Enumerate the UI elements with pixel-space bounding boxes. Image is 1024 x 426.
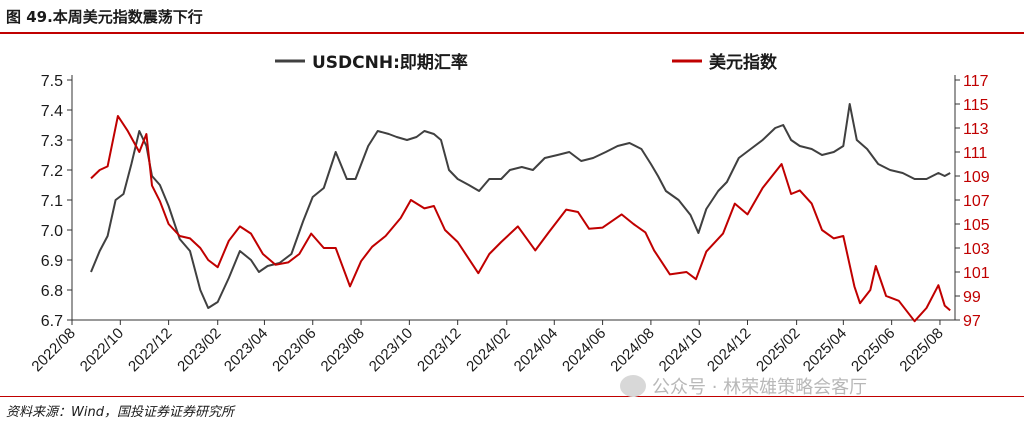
right-tick-label: 109 <box>963 169 990 186</box>
right-tick-label: 97 <box>963 313 981 330</box>
x-tick-label: 2024/10 <box>656 325 706 375</box>
left-tick-label: 6.9 <box>41 253 63 270</box>
left-tick-label: 7.3 <box>41 133 63 150</box>
right-tick-label: 105 <box>963 217 990 234</box>
wechat-icon <box>620 375 646 397</box>
watermark-text: 公众号 · 林荣雄策略会客厅 <box>652 377 868 398</box>
x-tick-label: 2022/08 <box>28 325 78 375</box>
x-tick-label: 2025/04 <box>800 325 850 375</box>
legend-label: 美元指数 <box>709 52 778 73</box>
left-tick-label: 7.2 <box>41 163 63 180</box>
title-divider <box>0 32 1024 34</box>
x-tick-label: 2024/12 <box>704 325 754 375</box>
x-tick-label: 2024/08 <box>607 325 657 375</box>
x-tick-label: 2022/12 <box>125 325 175 375</box>
source-note: 资料来源：Wind，国投证券证券研究所 <box>6 405 234 420</box>
x-tick-label: 2025/02 <box>753 325 803 375</box>
right-tick-label: 103 <box>963 241 990 258</box>
left-tick-label: 6.7 <box>41 313 63 330</box>
x-tick-label: 2024/02 <box>463 325 513 375</box>
right-tick-label: 101 <box>963 265 990 282</box>
right-tick-label: 115 <box>963 97 989 114</box>
series-line <box>90 115 951 323</box>
left-tick-label: 7.4 <box>41 103 63 120</box>
x-tick-label: 2025/06 <box>848 325 898 375</box>
right-tick-label: 113 <box>963 121 989 138</box>
figure-title: 图 49.本周美元指数震荡下行 <box>6 8 203 26</box>
x-tick-label: 2022/10 <box>77 325 127 375</box>
source-divider <box>0 396 1024 397</box>
left-tick-label: 6.8 <box>41 283 63 300</box>
x-tick-label: 2023/08 <box>318 325 368 375</box>
x-tick-label: 2024/06 <box>559 325 609 375</box>
left-tick-label: 7.5 <box>41 73 63 90</box>
x-tick-label: 2024/04 <box>511 325 561 375</box>
legend-label: USDCNH:即期汇率 <box>312 52 468 73</box>
left-tick-label: 7.0 <box>41 223 63 240</box>
series-line <box>90 103 951 309</box>
x-tick-label: 2023/12 <box>414 325 464 375</box>
right-tick-label: 117 <box>963 73 989 90</box>
right-tick-label: 111 <box>963 145 987 162</box>
x-tick-label: 2023/06 <box>269 325 319 375</box>
watermark: 公众号 · 林荣雄策略会客厅 <box>620 373 867 399</box>
x-tick-label: 2023/10 <box>366 325 416 375</box>
right-tick-label: 107 <box>963 193 990 210</box>
right-tick-label: 99 <box>963 289 981 306</box>
x-tick-label: 2023/02 <box>174 325 224 375</box>
x-tick-label: 2025/08 <box>896 325 946 375</box>
left-tick-label: 7.1 <box>41 193 63 210</box>
x-tick-label: 2023/04 <box>221 325 271 375</box>
